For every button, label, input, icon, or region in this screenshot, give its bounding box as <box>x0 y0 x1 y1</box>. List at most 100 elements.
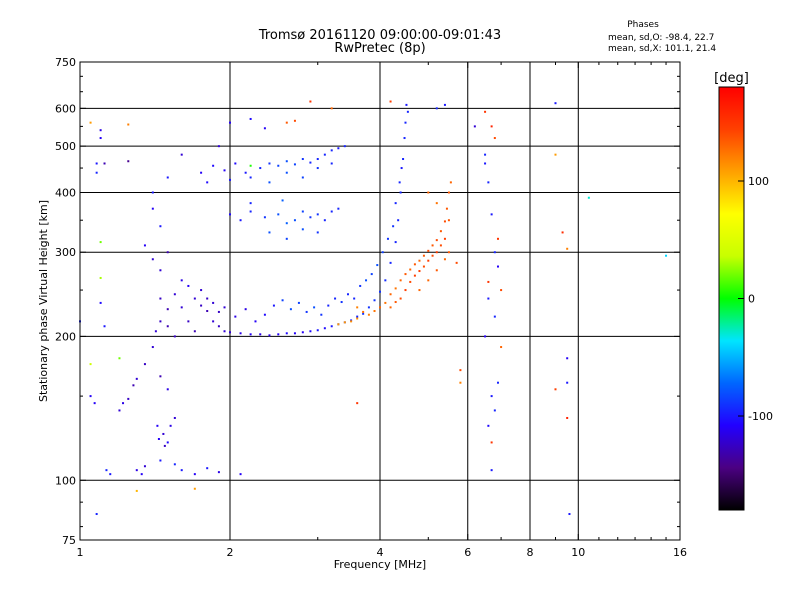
colorbar-tick-label: -100 <box>748 410 773 423</box>
data-point <box>431 254 434 257</box>
data-point <box>259 333 262 336</box>
x-tick-label: 16 <box>673 546 687 559</box>
data-point <box>337 323 340 326</box>
data-point <box>443 220 446 223</box>
data-point <box>367 306 370 309</box>
data-point <box>277 164 280 167</box>
data-point <box>439 244 442 247</box>
data-point <box>95 162 98 165</box>
data-point <box>487 280 490 283</box>
data-point <box>353 297 356 300</box>
data-point <box>381 251 384 254</box>
data-point <box>249 164 252 167</box>
data-point <box>200 304 203 307</box>
data-point <box>490 469 493 472</box>
data-point <box>399 297 402 300</box>
data-point <box>180 279 183 282</box>
data-point <box>356 402 359 405</box>
data-point <box>316 158 319 161</box>
data-point <box>159 320 162 323</box>
data-point <box>443 258 446 261</box>
data-point <box>490 441 493 444</box>
data-point <box>143 363 146 366</box>
data-point <box>330 107 333 110</box>
data-point <box>99 241 102 244</box>
x-tick-label: 4 <box>377 546 384 559</box>
data-point <box>206 467 209 470</box>
data-point <box>159 459 162 462</box>
data-point <box>254 320 257 323</box>
data-point <box>239 332 242 335</box>
data-point <box>356 315 359 318</box>
data-point <box>187 284 190 287</box>
x-axis-label: Frequency [MHz] <box>334 558 426 571</box>
data-point <box>343 321 346 324</box>
data-point <box>285 160 288 163</box>
data-point <box>496 237 499 240</box>
data-point <box>151 346 154 349</box>
data-point <box>367 313 370 316</box>
data-point <box>285 171 288 174</box>
data-point <box>566 247 569 250</box>
data-point <box>277 333 280 336</box>
data-point <box>394 301 397 304</box>
data-point <box>409 268 412 271</box>
x-tick-label: 1 <box>77 546 84 559</box>
data-point <box>163 444 166 447</box>
data-point <box>379 290 381 293</box>
y-axis-label: Stationary phase Virtual Height [km] <box>37 200 50 402</box>
colorbar-tick-label: 0 <box>748 293 755 306</box>
data-point <box>484 335 487 338</box>
data-point <box>323 327 326 330</box>
data-point <box>135 469 138 472</box>
data-point <box>394 202 397 205</box>
data-point <box>566 416 569 419</box>
data-point <box>159 375 162 378</box>
data-point <box>212 301 215 304</box>
colorbar-tick-label: 100 <box>748 175 769 188</box>
data-point <box>427 249 430 252</box>
data-point <box>293 163 296 166</box>
data-point <box>244 308 247 311</box>
data-point <box>118 409 121 412</box>
data-point <box>293 119 296 122</box>
data-point <box>496 265 499 268</box>
data-point <box>217 145 220 148</box>
data-point <box>193 297 196 300</box>
data-point <box>568 513 571 516</box>
data-point <box>301 158 304 161</box>
data-point <box>293 332 296 335</box>
data-point <box>356 317 359 320</box>
data-point <box>249 210 252 213</box>
data-point <box>162 432 165 435</box>
data-point <box>449 181 452 184</box>
data-point <box>327 304 330 307</box>
data-point <box>389 261 392 264</box>
data-point <box>293 219 296 222</box>
data-point <box>487 424 490 427</box>
y-tick-label: 600 <box>55 102 76 115</box>
data-point <box>316 231 319 234</box>
data-point <box>487 181 490 184</box>
data-point <box>665 254 668 257</box>
data-point <box>435 202 438 205</box>
data-point <box>127 397 130 400</box>
data-point <box>151 258 154 261</box>
data-point <box>422 265 425 268</box>
data-point <box>154 330 157 333</box>
data-point <box>277 213 280 216</box>
data-point <box>447 251 450 254</box>
data-point <box>435 251 438 254</box>
data-point <box>89 363 92 366</box>
data-point <box>166 325 169 328</box>
data-point <box>157 437 160 440</box>
data-point <box>587 196 590 199</box>
data-point <box>229 331 231 334</box>
colorbar <box>718 86 745 511</box>
data-point <box>187 320 190 323</box>
data-point <box>493 137 496 140</box>
data-point <box>166 388 169 391</box>
chart-title: Tromsø 20161120 09:00:00-09:01:43 <box>258 28 502 43</box>
data-point <box>473 125 476 128</box>
